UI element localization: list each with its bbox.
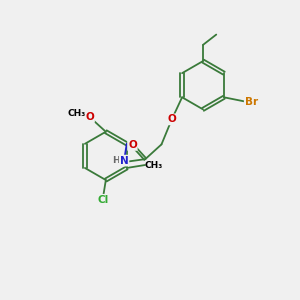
Text: O: O xyxy=(85,112,94,122)
Text: Cl: Cl xyxy=(97,195,109,205)
Text: O: O xyxy=(167,114,176,124)
Text: O: O xyxy=(128,140,137,150)
Text: CH₃: CH₃ xyxy=(67,109,86,118)
Text: Br: Br xyxy=(245,97,258,107)
Text: N: N xyxy=(120,156,128,166)
Text: H: H xyxy=(112,156,120,165)
Text: CH₃: CH₃ xyxy=(144,160,162,169)
